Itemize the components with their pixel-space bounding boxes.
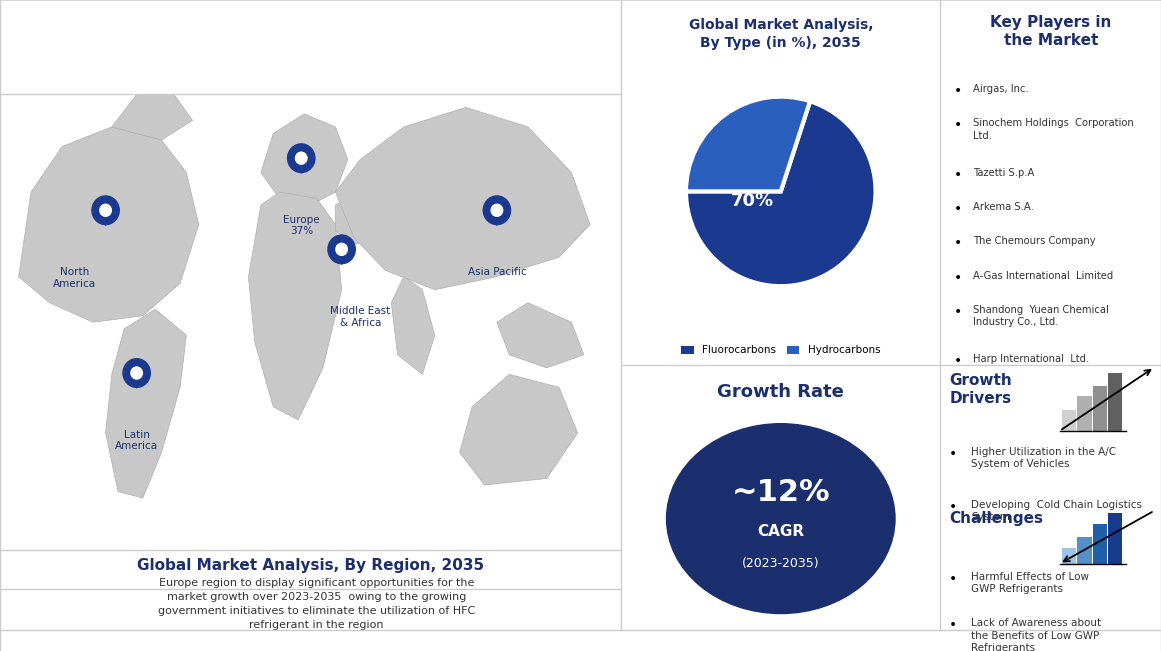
Bar (1093, 524, 1106, 564)
Text: Sinochem Holdings  Corporation
Ltd.: Sinochem Holdings Corporation Ltd. (973, 118, 1134, 141)
Text: Higher Utilization in the A/C
System of Vehicles: Higher Utilization in the A/C System of … (972, 447, 1117, 469)
Circle shape (131, 367, 143, 379)
Bar (1061, 548, 1076, 564)
Text: Global Low GWP Refrigerants Market
Overview: Global Low GWP Refrigerants Market Overv… (93, 24, 528, 70)
Text: Shandong  Yuean Chemical
Industry Co., Ltd.: Shandong Yuean Chemical Industry Co., Lt… (973, 305, 1110, 327)
Polygon shape (497, 303, 584, 368)
Text: Growth
Drivers: Growth Drivers (950, 372, 1012, 406)
Polygon shape (488, 215, 506, 226)
Bar (1093, 386, 1106, 431)
Text: Harmful Effects of Low
GWP Refrigerants: Harmful Effects of Low GWP Refrigerants (972, 572, 1089, 594)
Polygon shape (332, 254, 351, 265)
Text: •: • (953, 202, 962, 216)
Polygon shape (96, 215, 115, 226)
Text: Tazetti S.p.A: Tazetti S.p.A (973, 168, 1034, 178)
Text: Europe
37%: Europe 37% (283, 215, 319, 236)
Text: •: • (953, 305, 962, 319)
Text: Latin
America: Latin America (115, 430, 158, 451)
Polygon shape (460, 374, 578, 485)
Text: Harp International  Ltd.: Harp International Ltd. (973, 354, 1090, 365)
Text: Arkema S.A.: Arkema S.A. (973, 202, 1034, 212)
Text: Developing  Cold Chain Logistics
System: Developing Cold Chain Logistics System (972, 500, 1142, 522)
Polygon shape (261, 114, 348, 205)
Text: •: • (953, 84, 962, 98)
Circle shape (491, 204, 503, 216)
Text: •: • (950, 500, 958, 514)
Bar (1077, 396, 1091, 431)
Text: •: • (950, 618, 958, 632)
Polygon shape (336, 192, 391, 244)
Text: Asia Pacific: Asia Pacific (468, 267, 526, 277)
Text: •: • (953, 168, 962, 182)
Text: Airgas, Inc.: Airgas, Inc. (973, 84, 1030, 94)
Text: Global Market Analysis, By Region, 2035: Global Market Analysis, By Region, 2035 (137, 558, 484, 574)
Circle shape (92, 196, 120, 225)
Circle shape (296, 152, 307, 164)
Text: The Chemours Company: The Chemours Company (973, 236, 1096, 246)
Text: •: • (950, 447, 958, 461)
Text: Growth Rate: Growth Rate (717, 383, 844, 401)
Polygon shape (111, 94, 193, 140)
Polygon shape (106, 309, 186, 498)
Text: •: • (953, 354, 962, 368)
Text: Europe region to display significant opportunities for the
market growth over 20: Europe region to display significant opp… (158, 577, 475, 630)
Bar (1061, 409, 1076, 431)
Circle shape (336, 243, 347, 255)
Text: •: • (953, 118, 962, 132)
Circle shape (123, 359, 150, 387)
Polygon shape (19, 127, 199, 322)
Legend: Fluorocarbons, Hydrocarbons: Fluorocarbons, Hydrocarbons (677, 341, 885, 359)
Bar (1077, 537, 1091, 564)
Circle shape (100, 204, 111, 216)
Text: A-Gas International  Limited: A-Gas International Limited (973, 271, 1113, 281)
Bar (1108, 372, 1123, 431)
Ellipse shape (666, 423, 896, 615)
Polygon shape (127, 378, 146, 389)
Polygon shape (291, 163, 311, 174)
Text: CAGR: CAGR (757, 525, 805, 540)
Text: •: • (950, 572, 958, 586)
Text: Global Market Analysis,
By Type (in %), 2035: Global Market Analysis, By Type (in %), … (688, 18, 873, 49)
Text: www.researchnester.com  |  +1 646 586 9123  |  info@researchnester.com: www.researchnester.com | +1 646 586 9123… (373, 635, 788, 646)
Polygon shape (248, 192, 341, 420)
Text: (2023-2035): (2023-2035) (742, 557, 820, 570)
Text: North
America: North America (53, 267, 96, 288)
Text: ~12%: ~12% (731, 478, 830, 506)
Text: •: • (953, 236, 962, 250)
Circle shape (288, 144, 315, 173)
Polygon shape (336, 107, 590, 290)
Circle shape (483, 196, 511, 225)
Polygon shape (391, 277, 434, 374)
Circle shape (327, 235, 355, 264)
Text: Middle East
& Africa: Middle East & Africa (330, 306, 390, 327)
Text: Lack of Awareness about
the Benefits of Low GWP
Refrigerants: Lack of Awareness about the Benefits of … (972, 618, 1102, 651)
Text: Challenges: Challenges (950, 510, 1044, 525)
Text: •: • (953, 271, 962, 284)
Bar (1108, 513, 1123, 564)
Text: Key Players in
the Market: Key Players in the Market (990, 14, 1111, 48)
